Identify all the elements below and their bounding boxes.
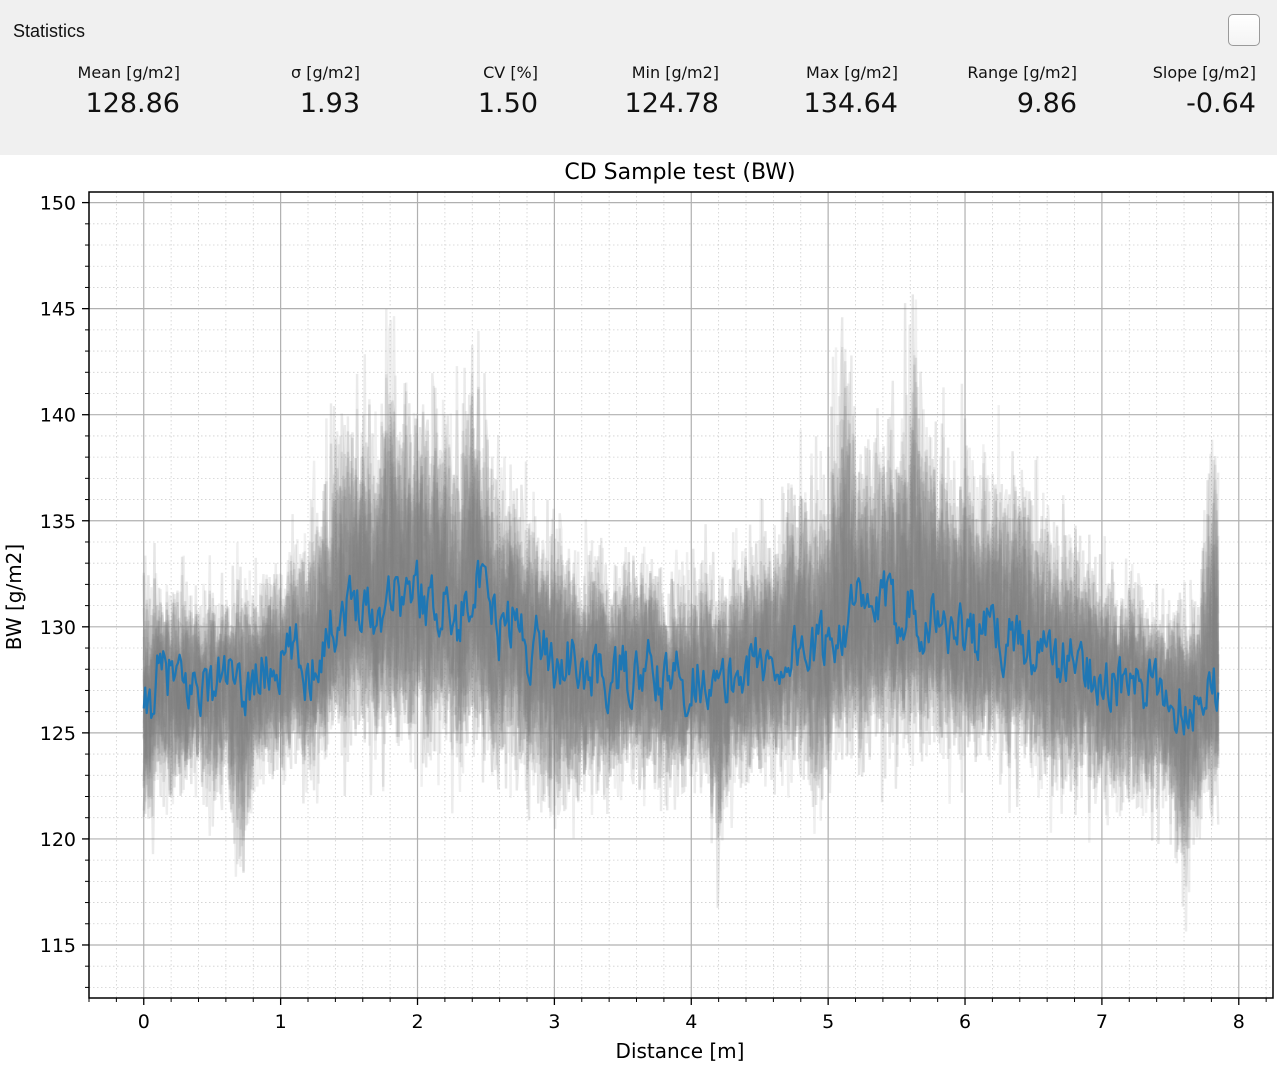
x-tick-label: 8 <box>1233 1011 1245 1033</box>
stat-mean: Mean [g/m2] 128.86 <box>78 62 180 124</box>
stat-value: -0.64 <box>1186 88 1256 119</box>
sample-line <box>142 382 1220 932</box>
stat-label: Mean [g/m2] <box>77 63 180 82</box>
sample-line <box>142 316 1220 813</box>
x-tick-label: 4 <box>685 1011 697 1033</box>
sample-line <box>142 364 1220 850</box>
sample-line <box>142 303 1220 841</box>
stat-range: Range [g/m2] 9.86 <box>967 62 1077 124</box>
stat-sigma: σ [g/m2] 1.93 <box>291 62 360 124</box>
y-tick-label: 145 <box>40 299 76 321</box>
major-grid <box>89 192 1273 998</box>
chart-title: CD Sample test (BW) <box>564 160 795 185</box>
sample-line <box>142 346 1220 839</box>
statistics-checkbox[interactable] <box>1228 14 1260 46</box>
stat-label: σ [g/m2] <box>290 63 360 82</box>
sample-line <box>142 348 1220 834</box>
stat-value: 128.86 <box>85 88 180 119</box>
sample-line <box>142 416 1220 877</box>
stat-cv: CV [%] 1.50 <box>478 62 538 124</box>
sample-line <box>142 373 1220 845</box>
sample-line <box>142 406 1220 908</box>
statistics-title: Statistics <box>13 21 86 41</box>
stat-value: 1.93 <box>299 88 360 119</box>
x-tick-label: 5 <box>822 1011 834 1033</box>
stat-label: CV [%] <box>483 63 538 82</box>
x-tick-label: 2 <box>411 1011 423 1033</box>
stat-label: Max [g/m2] <box>806 63 898 82</box>
stat-min: Min [g/m2] 124.78 <box>625 62 719 124</box>
x-axis-label: Distance [m] <box>616 1039 745 1063</box>
x-axis: 0 1 2 3 4 5 6 7 8 <box>88 998 1267 1033</box>
sample-line <box>142 385 1220 824</box>
sample-line <box>142 357 1220 838</box>
sample-line <box>142 430 1220 907</box>
sample-line <box>142 345 1220 849</box>
sample-line <box>142 399 1220 824</box>
y-tick-label: 115 <box>40 935 76 957</box>
y-axis-label: BW [g/m2] <box>2 544 26 650</box>
y-tick-label: 135 <box>40 511 76 533</box>
minor-grid <box>88 192 1273 998</box>
y-tick-label: 125 <box>40 723 76 745</box>
x-tick-label: 7 <box>1096 1011 1108 1033</box>
sample-line <box>142 392 1220 813</box>
sample-line <box>142 361 1220 887</box>
y-tick-label: 150 <box>40 193 76 215</box>
stat-value: 1.50 <box>477 88 538 119</box>
plot-frame <box>88 191 1274 999</box>
sample-line <box>142 317 1220 874</box>
stat-label: Range [g/m2] <box>967 63 1077 82</box>
stat-label: Min [g/m2] <box>631 63 719 82</box>
x-tick-label: 1 <box>275 1011 287 1033</box>
sample-line <box>142 294 1220 818</box>
sample-line <box>142 356 1220 865</box>
sample-lines <box>142 294 1220 932</box>
sample-line <box>142 372 1220 893</box>
mean-series-line <box>142 559 1220 736</box>
statistics-panel: Statistics Mean [g/m2] 128.86 σ [g/m2] 1… <box>0 0 1277 155</box>
sample-line <box>142 330 1220 843</box>
y-tick-label: 140 <box>40 405 76 427</box>
sample-line <box>142 324 1220 864</box>
stat-value: 124.78 <box>624 88 719 119</box>
sample-line <box>142 308 1220 859</box>
x-tick-label: 3 <box>548 1011 560 1033</box>
y-tick-label: 130 <box>40 617 76 639</box>
stat-value: 134.64 <box>803 88 898 119</box>
stat-label: Slope [g/m2] <box>1152 63 1256 82</box>
y-axis: 115 120 125 130 135 140 145 150 <box>40 193 89 988</box>
stat-max: Max [g/m2] 134.64 <box>804 62 898 124</box>
x-tick-label: 0 <box>138 1011 150 1033</box>
x-tick-label: 6 <box>959 1011 971 1033</box>
stat-value: 9.86 <box>1016 88 1077 119</box>
stat-slope: Slope [g/m2] -0.64 <box>1153 62 1256 124</box>
y-tick-label: 120 <box>40 829 76 851</box>
